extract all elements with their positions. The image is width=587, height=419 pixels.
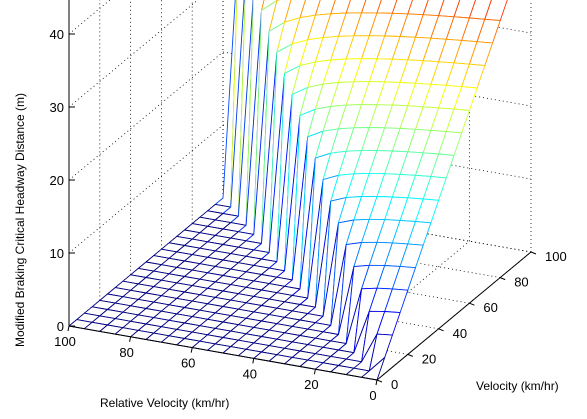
relative-velocity-tick-mark [67,325,70,332]
grid-line [68,0,111,35]
velocity-axis-line [376,251,532,381]
velocity-tick-label: 80 [514,275,528,290]
grid-line [68,0,199,108]
relative-velocity-tick-mark [313,369,316,375]
surface-mesh [68,0,508,381]
distance-tick-label: 0 [57,319,64,334]
relative-velocity-tick-label: 0 [369,388,376,403]
velocity-tick-label: 0 [391,377,398,392]
velocity-tick-label: 60 [483,300,497,315]
relative-velocity-tick-label: 20 [304,377,318,392]
distance-tick-label: 40 [50,27,64,42]
velocity-tick-mark [530,251,537,255]
relative-velocity-tick-mark [252,358,255,364]
velocity-tick-label: 40 [453,326,467,341]
velocity-tick-mark [469,302,475,306]
z-axis-label: Modified Braking Critical Headway Distan… [13,93,27,347]
distance-tick-label: 10 [50,246,64,261]
distance-tick-label: 20 [50,173,64,188]
velocity-tick-label: 20 [422,351,436,366]
velocity-tick-mark [376,379,383,383]
relative-velocity-tick-label: 40 [243,366,257,381]
relative-velocity-tick-label: 60 [181,356,195,371]
grid-line [68,51,224,181]
relative-velocity-tick-label: 100 [54,334,76,349]
grid-line [68,124,224,254]
x-axis-label: Velocity (km/hr) [476,379,559,393]
relative-velocity-tick-mark [190,347,193,353]
velocity-tick-mark [438,328,444,332]
relative-velocity-tick-label: 80 [119,345,133,360]
relative-velocity-axis-line [68,325,378,381]
velocity-tick-mark [500,277,506,281]
distance-tick-label: 30 [50,100,64,115]
velocity-tick-mark [407,353,413,357]
relative-velocity-tick-mark [375,379,378,386]
y-axis-label: Relative Velocity (km/hr) [100,396,229,410]
velocity-tick-label: 100 [545,249,567,264]
relative-velocity-tick-mark [129,336,132,342]
